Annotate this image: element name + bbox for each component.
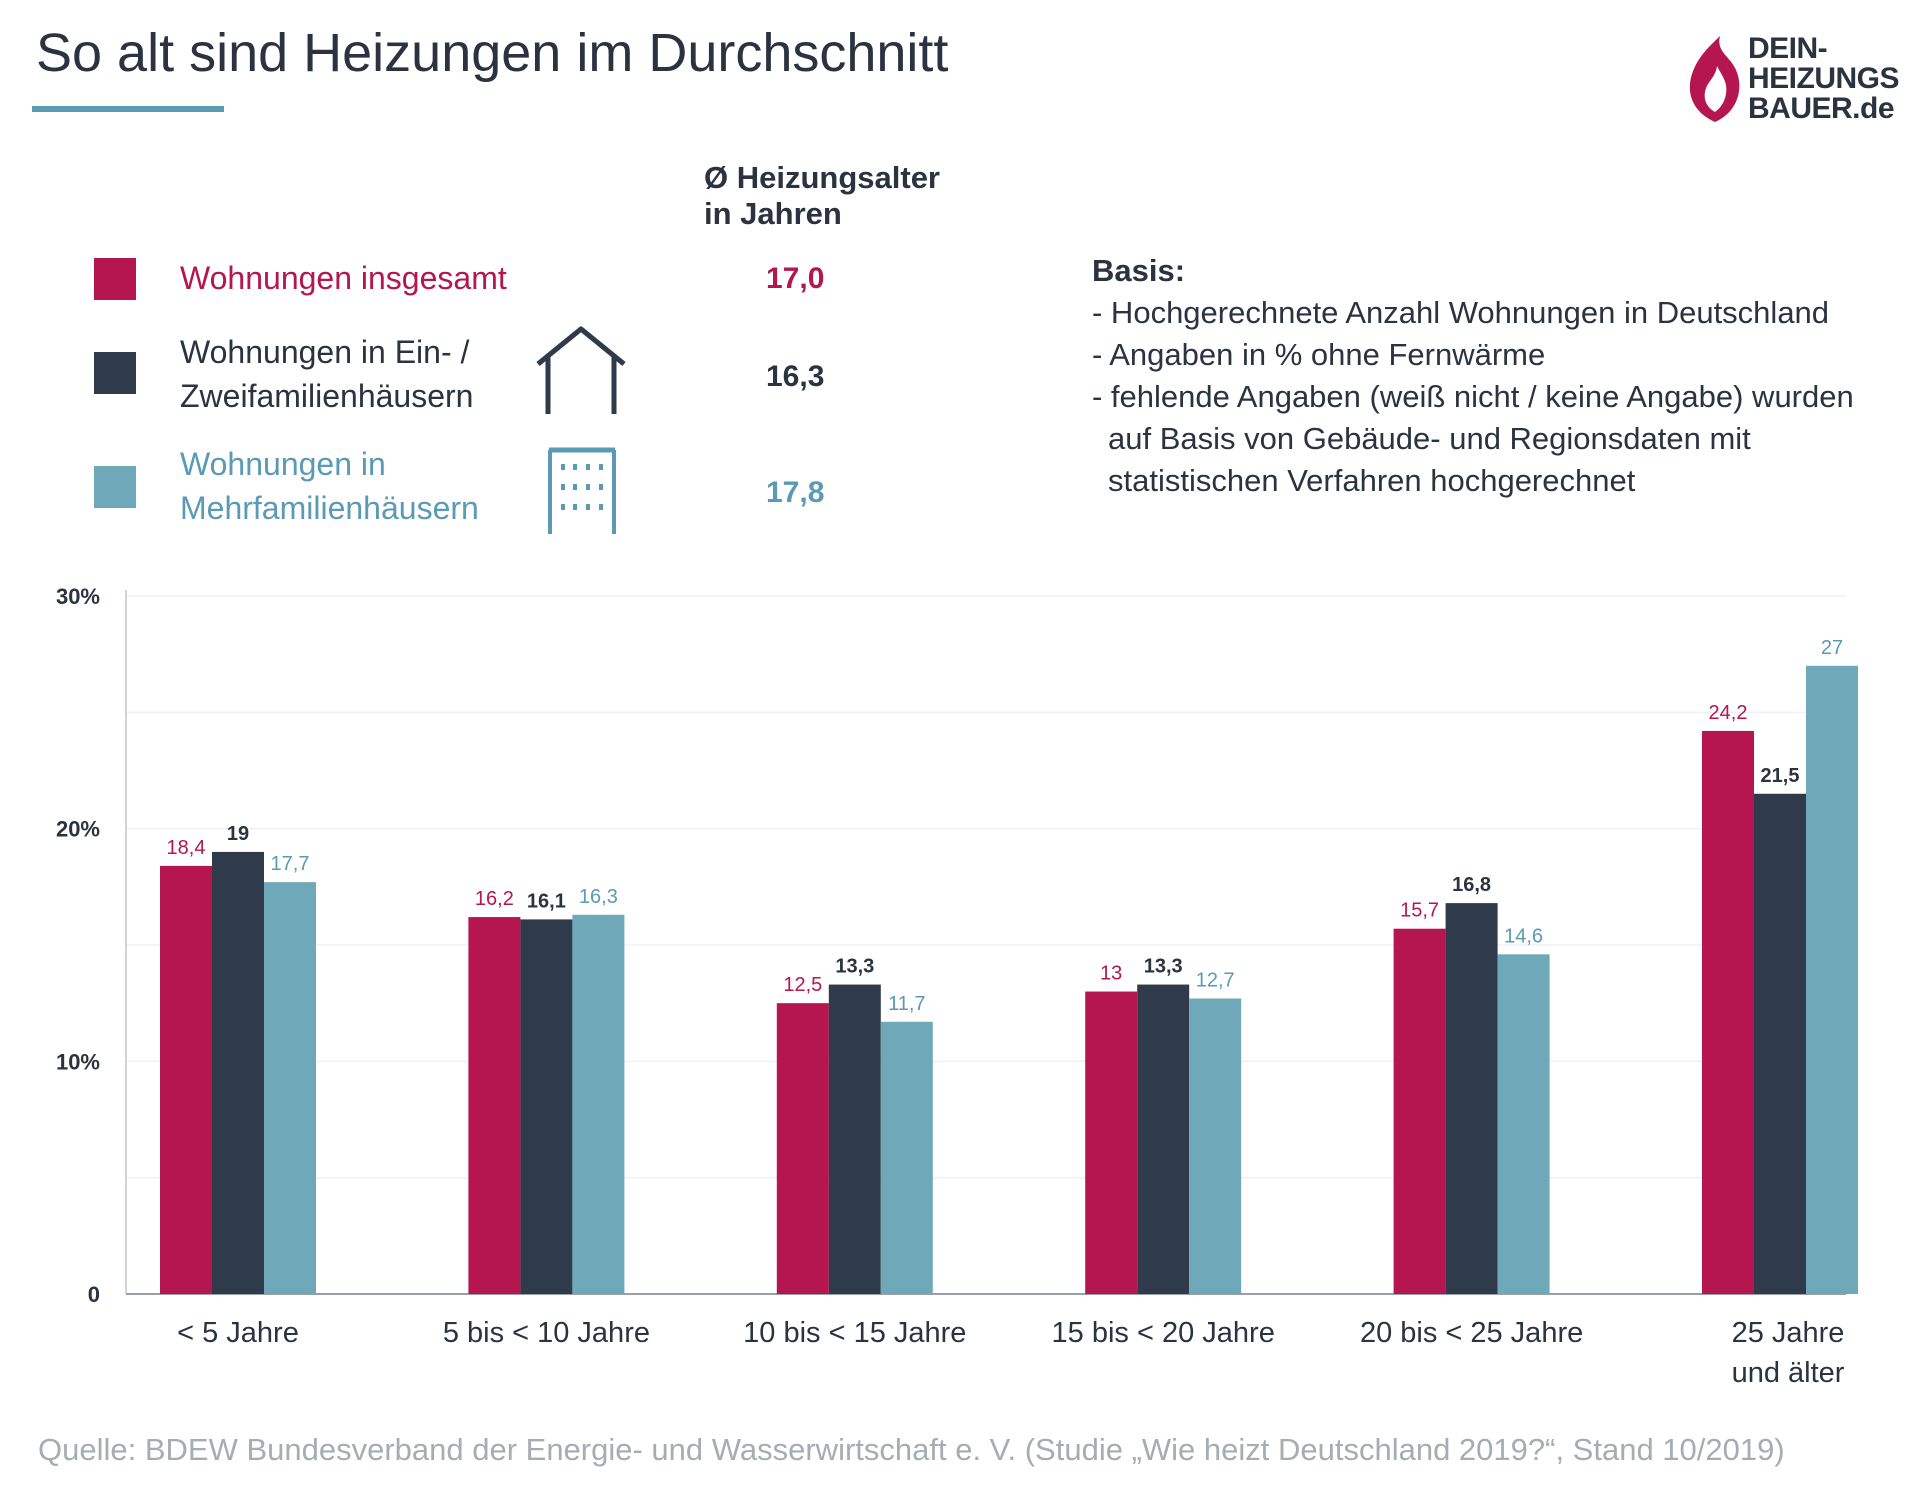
x-tick-label: 15 bis < 20 Jahre [1052,1317,1275,1349]
average-header-line-1: Ø Heizungsalter [704,160,940,195]
basis-notes: Basis: - Hochgerechnete Anzahl Wohnungen… [1092,250,1854,502]
bar-chart: 0 10% 20% 30% 18,4 19 17,7 < 5 Jahre 16,2 16,1 16,… [56,584,1858,1389]
average-age-header: Ø Heizungsalter in Jahren [704,160,940,232]
bar [264,882,316,1294]
legend-label-single-family-line-2: Zweifamilienhäusern [180,378,474,414]
y-tick-label: 0 [88,1282,100,1307]
bar-value-label: 12,5 [783,974,822,996]
basis-line-5: statistischen Verfahren hochgerechnet [1108,463,1636,498]
bar [468,917,521,1294]
bar [572,914,625,1294]
bar-value-label: 27 [1821,637,1843,659]
legend-swatch-single-family [94,352,136,394]
bar [212,851,264,1294]
basis-line-4: auf Basis von Gebäude- und Regionsdaten … [1108,421,1751,456]
x-tick-label: 10 bis < 15 Jahre [743,1317,966,1349]
bar-value-label: 16,2 [475,888,514,910]
bar [1393,928,1446,1294]
house-icon [536,326,626,414]
legend-label-multi-family-line-1: Wohnungen in [180,446,386,482]
bar [1806,665,1858,1294]
logo-text: DEIN- HEIZUNGS BAUER.de [1748,32,1900,125]
bar [1085,991,1138,1294]
legend-label-multi-family: Wohnungen in Mehrfamilienhäusern [180,442,479,530]
bar-value-label: 18,4 [167,837,206,859]
legend-label-single-family: Wohnungen in Ein- / Zweifamilienhäusern [180,330,473,418]
x-tick-label: < 5 Jahre [177,1317,299,1349]
source-note: Quelle: BDEW Bundesverband der Energie- … [38,1432,1785,1467]
bar [1137,984,1190,1294]
bar-value-label: 13,3 [1144,956,1183,978]
bar-value-label: 11,7 [888,993,925,1015]
bar [1445,903,1498,1294]
bar [828,984,881,1294]
bar-value-label: 16,8 [1452,874,1491,896]
x-tick-label: 5 bis < 10 Jahre [443,1317,650,1349]
average-value-multi-family: 17,8 [766,476,825,509]
basis-line-3: - fehlende Angaben (weiß nicht / keine A… [1092,379,1854,414]
bar-value-label: 16,1 [527,890,566,912]
bar-value-label: 24,2 [1709,702,1748,724]
average-header-line-2: in Jahren [704,196,842,231]
bar [880,1021,933,1294]
average-value-single-family: 16,3 [766,360,825,393]
bar [776,1003,829,1294]
bar-value-label: 15,7 [1400,900,1439,922]
bar-value-label: 12,7 [1196,970,1235,992]
y-tick-label: 10% [56,1049,100,1074]
legend-label-single-family-line-1: Wohnungen in Ein- / [180,334,470,370]
page-title: So alt sind Heizungen im Durchschnitt [36,23,949,83]
bar [160,865,212,1294]
bar [1497,954,1550,1294]
bar-value-label: 14,6 [1504,925,1543,947]
x-tick-label: 20 bis < 25 Jahre [1360,1317,1583,1349]
x-tick-label: 25 Jahre [1732,1317,1845,1349]
bar [520,919,573,1294]
bar-value-label: 19 [227,823,249,845]
basis-line-2: - Angaben in % ohne Fernwärme [1092,337,1546,372]
flame-logo-icon [1689,36,1740,122]
legend-label-total-line-1: Wohnungen insgesamt [180,260,507,296]
bar [1189,998,1242,1294]
bar-value-label: 21,5 [1761,765,1800,787]
logo-line-3: BAUER.de [1748,92,1895,125]
basis-title: Basis: [1092,253,1186,288]
legend-label-multi-family-line-2: Mehrfamilienhäusern [180,490,479,526]
legend-swatch-total [94,258,136,300]
average-value-total: 17,0 [766,262,825,295]
logo-line-2: HEIZUNGS [1748,62,1900,95]
legend-label-total: Wohnungen insgesamt [180,256,507,300]
apartment-building-icon [548,447,616,534]
bar-value-label: 13,3 [835,956,874,978]
bar-value-label: 13 [1100,963,1122,985]
legend-swatch-multi-family [94,466,136,508]
logo-line-1: DEIN- [1748,32,1828,65]
title-underline [32,106,224,112]
y-tick-label: 20% [56,817,100,842]
basis-line-1: - Hochgerechnete Anzahl Wohnungen in Deu… [1092,295,1830,330]
bar-value-label: 17,7 [271,853,310,875]
y-tick-label: 30% [56,584,100,609]
bar [1754,793,1806,1294]
x-tick-label: und älter [1732,1357,1845,1389]
bar [1702,730,1754,1294]
bar-value-label: 16,3 [579,886,618,908]
